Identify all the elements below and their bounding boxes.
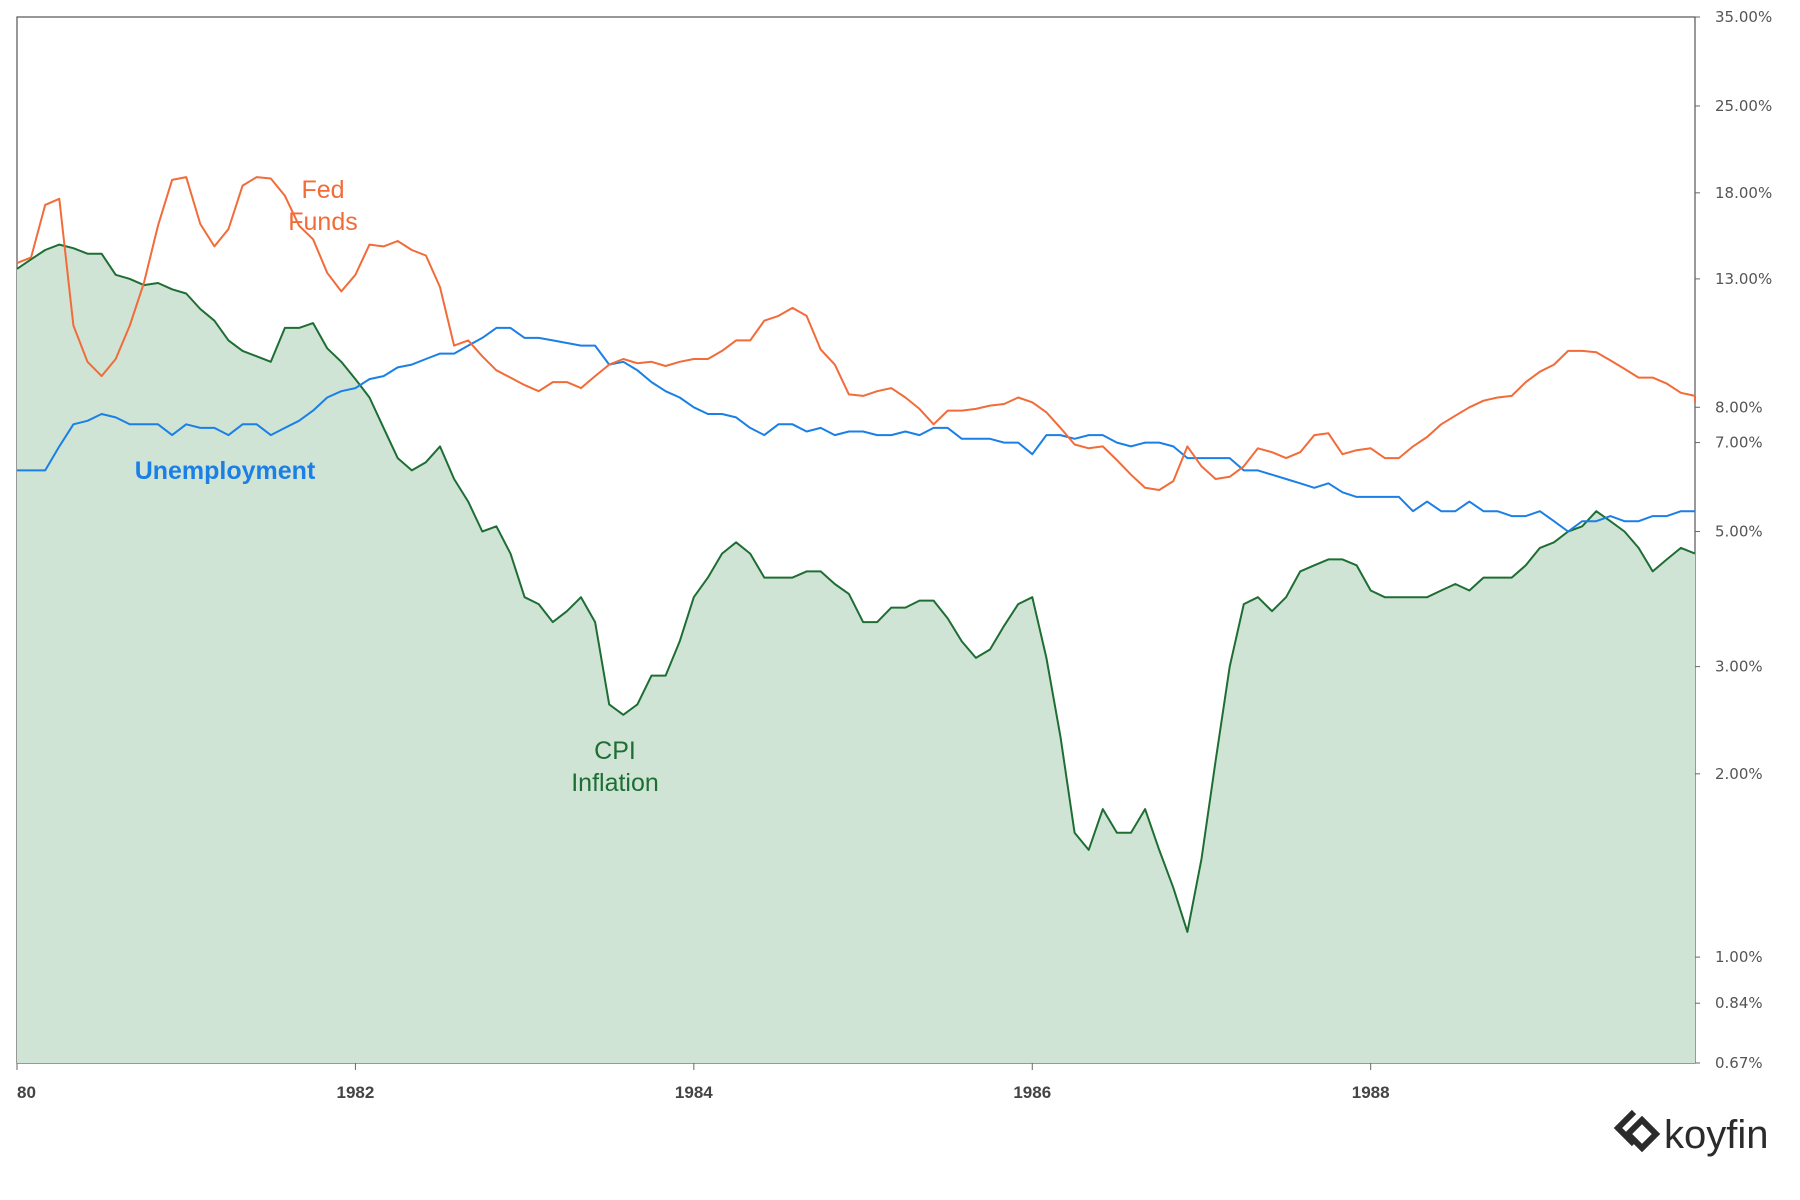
y-tick-label: 5.00% bbox=[1715, 523, 1763, 541]
x-tick-label: 1984 bbox=[675, 1083, 713, 1102]
koyfin-wordmark: koyfin bbox=[1664, 1113, 1769, 1157]
cpi-inflation-label-line: Inflation bbox=[571, 769, 659, 797]
x-tick-label: 1988 bbox=[1352, 1083, 1390, 1102]
x-tick-label: 1986 bbox=[1013, 1083, 1051, 1102]
y-tick-label: 2.00% bbox=[1715, 765, 1763, 783]
unemployment-label: Unemployment bbox=[135, 457, 316, 485]
unemployment-label-line: Unemployment bbox=[135, 457, 316, 485]
koyfin-logo-icon bbox=[1613, 1109, 1661, 1153]
x-axis: 80 1982 1984 1986 1988 bbox=[16, 1063, 1390, 1102]
fed-funds-label: Fed Funds bbox=[288, 176, 357, 236]
y-tick-label: 18.00% bbox=[1715, 184, 1772, 202]
koyfin-logo: koyfin bbox=[1613, 1109, 1769, 1157]
y-tick-label: 8.00% bbox=[1715, 398, 1763, 416]
y-tick-label: 0.67% bbox=[1715, 1054, 1763, 1072]
x-tick-label: 1982 bbox=[337, 1083, 375, 1102]
x-tick-label: 80 bbox=[17, 1083, 36, 1102]
unemployment-line bbox=[17, 326, 1695, 533]
fed-funds-label-line: Fed bbox=[301, 176, 344, 204]
y-tick-label: 1.00% bbox=[1715, 948, 1763, 966]
fed-funds-label-line: Funds bbox=[288, 208, 357, 236]
y-tick-label: 13.00% bbox=[1715, 270, 1772, 288]
cpi-inflation-label-line: CPI bbox=[594, 737, 636, 765]
y-tick-label: 35.00% bbox=[1715, 8, 1772, 26]
y-tick-label: 25.00% bbox=[1715, 97, 1772, 115]
cpi-inflation-label: CPI Inflation bbox=[571, 737, 659, 797]
cpi-inflation-line bbox=[16, 243, 1696, 933]
fed-funds-line bbox=[16, 176, 1696, 491]
series-lines bbox=[16, 176, 1696, 933]
cpi-area-layer bbox=[17, 244, 1695, 1064]
cpi-inflation-area bbox=[17, 244, 1695, 1064]
y-tick-label: 7.00% bbox=[1715, 434, 1763, 452]
y-axis: 35.00% 25.00% 18.00% 13.00% 8.00% 7.00% 5.00% 3… bbox=[1695, 8, 1772, 1072]
y-tick-label: 0.84% bbox=[1715, 994, 1763, 1012]
y-tick-label: 3.00% bbox=[1715, 658, 1763, 676]
series-annotations: Fed Funds Unemployment CPI Inflation bbox=[135, 176, 659, 797]
